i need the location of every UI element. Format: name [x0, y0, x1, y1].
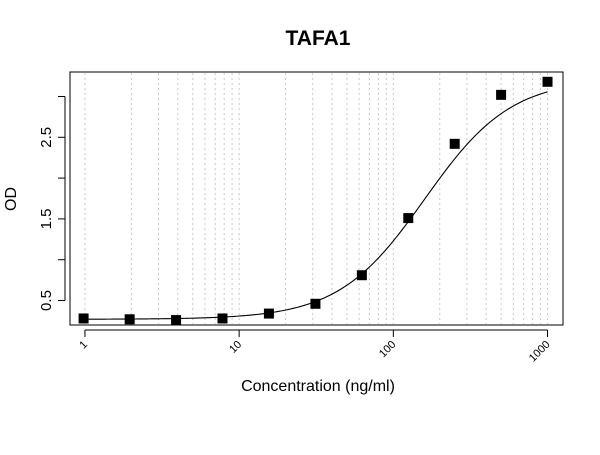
x-tick-label: 100 — [377, 339, 398, 360]
data-point — [310, 298, 321, 309]
x-tick-label: 1000 — [527, 339, 553, 365]
data-point — [171, 315, 182, 326]
y-tick-label: 0.5 — [38, 290, 55, 311]
x-axis: 1 10 100 1000 — [77, 329, 553, 365]
data-point — [542, 76, 553, 87]
data-point — [217, 313, 228, 324]
grid-lines — [84, 73, 549, 324]
data-points — [78, 76, 553, 326]
y-tick-label: 2.5 — [38, 127, 55, 148]
data-point — [124, 314, 135, 325]
data-point — [403, 213, 414, 224]
fit-curve — [83, 91, 548, 320]
y-axis-label: OD — [3, 187, 20, 211]
data-point — [78, 313, 89, 324]
x-axis-label: Concentration (ng/ml) — [241, 378, 395, 395]
plot-frame — [69, 71, 564, 326]
data-point — [496, 89, 507, 100]
y-axis: 0.5 1.5 2.5 — [38, 95, 66, 311]
x-tick-label: 1 — [77, 339, 90, 352]
x-tick-label: 10 — [227, 339, 244, 356]
chart-title: TAFA1 — [286, 27, 351, 50]
data-point — [263, 308, 274, 319]
data-point — [356, 270, 367, 281]
data-point — [449, 138, 460, 149]
y-tick-label: 1.5 — [38, 208, 55, 229]
